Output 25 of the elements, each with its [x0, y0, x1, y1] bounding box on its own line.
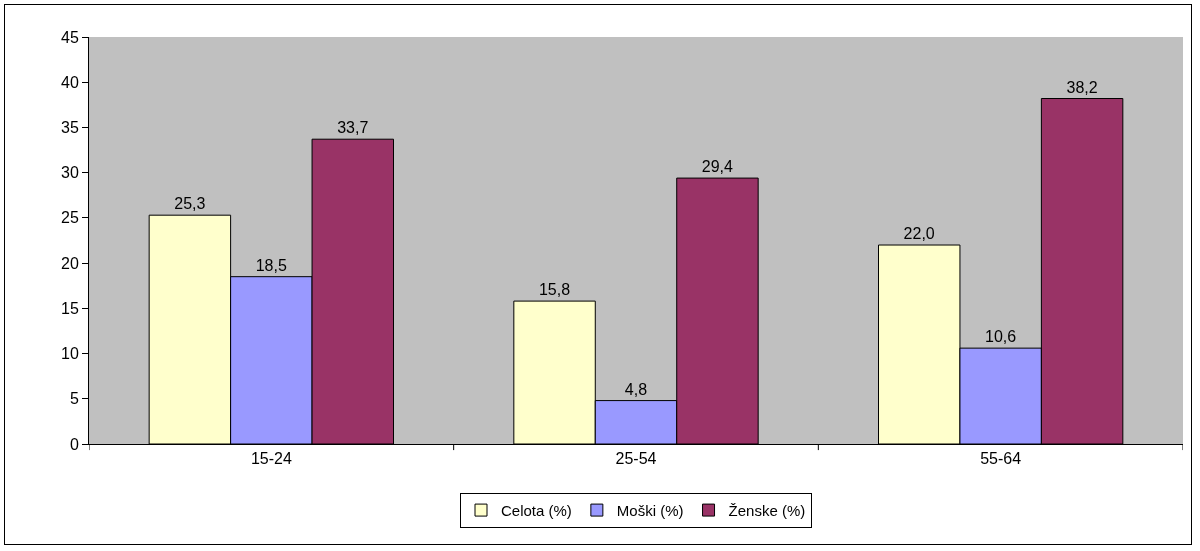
y-tick-label: 5 [69, 390, 79, 408]
y-tick-label: 35 [61, 119, 79, 137]
legend-label: Celota (%) [501, 501, 572, 519]
x-tick-label: 55-64 [980, 450, 1022, 468]
y-tick-label: 30 [61, 164, 79, 182]
data-label: 38,2 [1066, 78, 1098, 96]
y-tick-label: 15 [61, 299, 79, 317]
data-label: 22,0 [903, 225, 935, 243]
data-label: 10,6 [985, 328, 1017, 346]
data-label: 33,7 [337, 119, 369, 137]
y-tick-label: 20 [61, 254, 79, 272]
legend-label: Ženske (%) [728, 501, 806, 519]
data-label: 25,3 [174, 195, 206, 213]
y-tick-label: 45 [61, 28, 79, 46]
y-tick-label: 25 [61, 209, 79, 227]
legend-label: Moški (%) [616, 501, 684, 519]
x-tick-label: 15-24 [250, 450, 292, 468]
y-tick-label: 10 [61, 345, 79, 363]
data-label: 15,8 [538, 281, 571, 299]
data-label: 4,8 [624, 380, 648, 398]
y-tick-label: 40 [61, 73, 79, 91]
data-label: 18,5 [255, 256, 287, 274]
y-tick-label: 0 [69, 435, 79, 453]
data-label: 29,4 [701, 158, 734, 176]
x-tick-label: 25-54 [615, 450, 657, 468]
